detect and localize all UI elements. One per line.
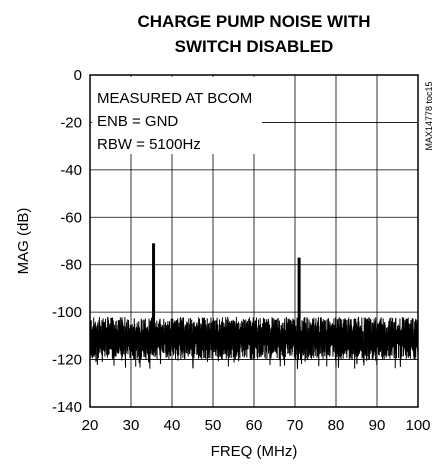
- x-tick-label: 20: [82, 417, 99, 434]
- peak-markers: [152, 243, 301, 339]
- y-tick-label: -60: [60, 209, 82, 226]
- part-id-box: [421, 76, 435, 156]
- x-axis-label: FREQ (MHz): [211, 443, 298, 460]
- part-id: MAX14778 toc15: [424, 81, 434, 150]
- x-tick-label: 70: [287, 417, 304, 434]
- chart-title-line-2: SWITCH DISABLED: [175, 37, 334, 56]
- y-tick-label: -120: [52, 352, 82, 369]
- y-tick-label: -80: [60, 257, 82, 274]
- x-tick-label: 30: [123, 417, 140, 434]
- x-tick-labels: 20 30 40 50 60 70 80 90 100: [82, 417, 431, 434]
- x-tick-label: 50: [205, 417, 222, 434]
- x-tick-label: 80: [328, 417, 345, 434]
- annotation-measured: MEASURED AT BCOM: [97, 90, 252, 107]
- annotation-enb: ENB = GND: [97, 113, 178, 130]
- noise-floor-path: [89, 316, 419, 369]
- y-axis-label: MAG (dB): [15, 208, 32, 275]
- y-tick-label: -100: [52, 304, 82, 321]
- y-tick-label: 0: [74, 67, 82, 84]
- y-tick-label: -140: [52, 399, 82, 416]
- x-tick-label: 40: [164, 417, 181, 434]
- plot-area-border: [89, 74, 419, 408]
- y-tick-labels: 0 -20 -40 -60 -80 -100 -120 -140: [52, 67, 82, 416]
- annotation-rbw: RBW = 5100Hz: [97, 136, 201, 153]
- y-tick-label: -40: [60, 162, 82, 179]
- x-tick-label: 90: [369, 417, 386, 434]
- annotation-box: [92, 77, 262, 154]
- noise-trace: [89, 316, 419, 369]
- x-tick-label: 60: [246, 417, 263, 434]
- y-tick-label: -20: [60, 114, 82, 131]
- x-tick-label: 100: [405, 417, 430, 434]
- chart-title-line-1: CHARGE PUMP NOISE WITH: [138, 12, 371, 31]
